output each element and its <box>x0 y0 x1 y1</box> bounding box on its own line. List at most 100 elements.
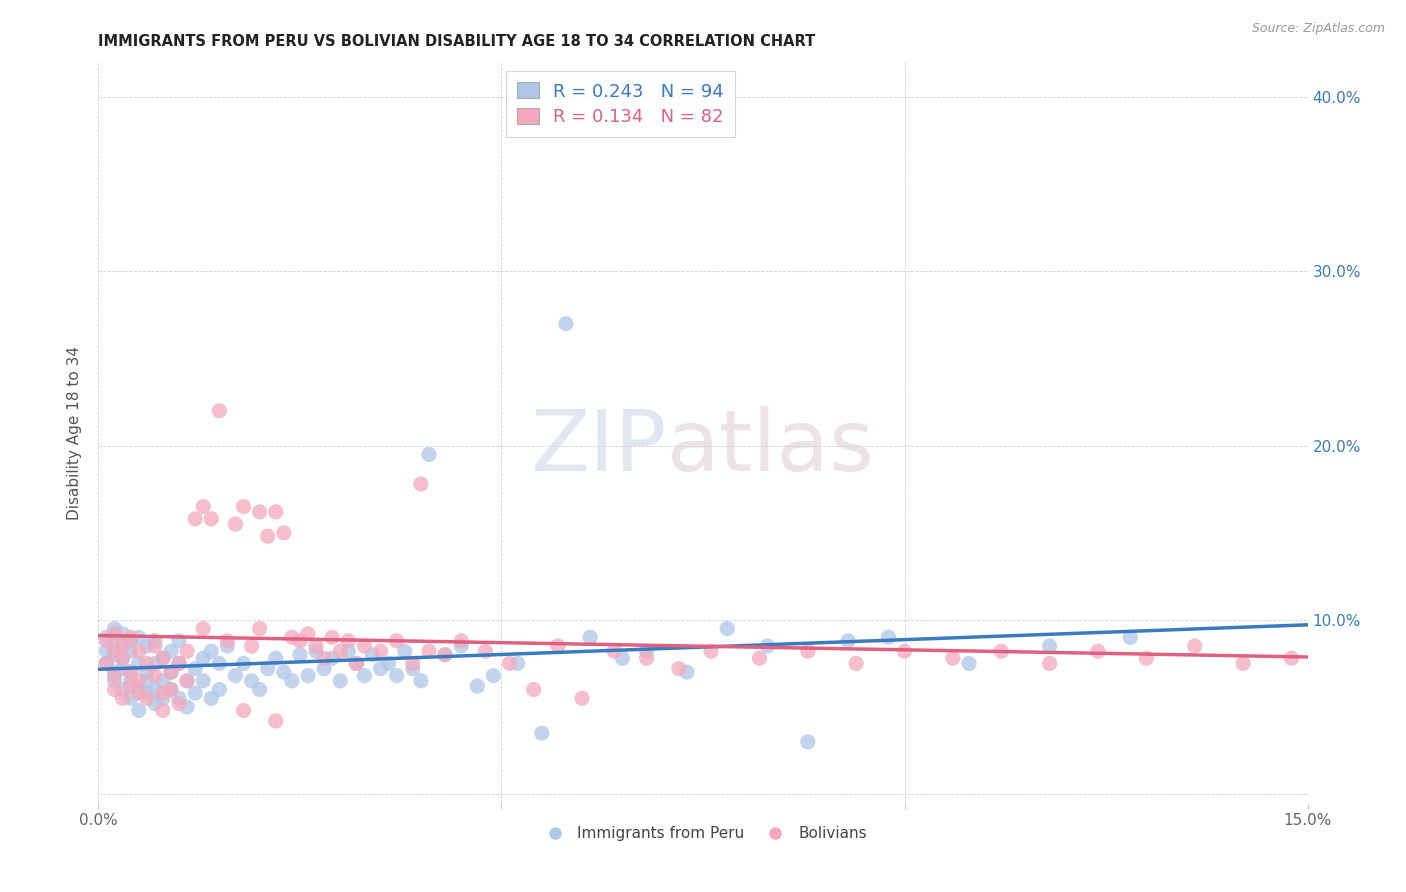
Point <box>96 633 118 648</box>
Point <box>135 691 157 706</box>
Point <box>152 703 174 717</box>
Point <box>120 665 142 680</box>
Point <box>579 630 602 644</box>
Point <box>160 665 183 680</box>
Point <box>314 651 336 665</box>
Point <box>288 648 311 662</box>
Point <box>111 662 134 676</box>
Text: ZIP: ZIP <box>530 406 666 489</box>
Point <box>176 644 198 658</box>
Point <box>167 697 190 711</box>
Point <box>668 662 690 676</box>
Point <box>418 644 440 658</box>
Point <box>344 657 367 671</box>
Point <box>845 657 868 671</box>
Point <box>103 627 125 641</box>
Point <box>249 505 271 519</box>
Point <box>135 686 157 700</box>
Point <box>128 657 150 671</box>
Point <box>111 682 134 697</box>
Point <box>208 404 231 418</box>
Point <box>143 682 166 697</box>
Point <box>957 657 980 671</box>
Point <box>152 651 174 665</box>
Point <box>1039 639 1062 653</box>
Point <box>167 691 190 706</box>
Point <box>103 644 125 658</box>
Point <box>264 714 287 728</box>
Point <box>200 644 222 658</box>
Point <box>571 691 593 706</box>
Point <box>152 691 174 706</box>
Point <box>135 639 157 653</box>
Point <box>530 726 553 740</box>
Point <box>160 682 183 697</box>
Point <box>281 673 304 688</box>
Point <box>96 644 118 658</box>
Point <box>208 682 231 697</box>
Point <box>797 735 820 749</box>
Point <box>249 682 271 697</box>
Point <box>184 512 207 526</box>
Point <box>942 651 965 665</box>
Point <box>409 477 432 491</box>
Point <box>152 651 174 665</box>
Point <box>612 651 634 665</box>
Point <box>547 639 569 653</box>
Point <box>120 665 142 680</box>
Point <box>143 668 166 682</box>
Point <box>128 686 150 700</box>
Point <box>193 651 215 665</box>
Point <box>305 644 328 658</box>
Legend: Immigrants from Peru, Bolivians: Immigrants from Peru, Bolivians <box>533 820 873 847</box>
Point <box>264 505 287 519</box>
Point <box>193 673 215 688</box>
Point <box>281 630 304 644</box>
Point <box>103 682 125 697</box>
Point <box>152 673 174 688</box>
Point <box>474 644 496 658</box>
Point <box>111 691 134 706</box>
Point <box>498 657 520 671</box>
Point <box>135 657 157 671</box>
Point <box>176 673 198 688</box>
Point <box>377 657 399 671</box>
Point <box>193 622 215 636</box>
Point <box>160 644 183 658</box>
Point <box>523 682 546 697</box>
Point <box>465 679 488 693</box>
Point <box>240 639 263 653</box>
Point <box>160 682 183 697</box>
Point <box>329 644 352 658</box>
Point <box>555 317 578 331</box>
Point <box>337 633 360 648</box>
Point <box>128 630 150 644</box>
Point <box>200 691 222 706</box>
Point <box>337 644 360 658</box>
Point <box>321 651 343 665</box>
Point <box>120 644 142 658</box>
Point <box>103 622 125 636</box>
Point <box>135 665 157 680</box>
Point <box>370 644 392 658</box>
Point <box>103 648 125 662</box>
Point <box>434 648 457 662</box>
Point <box>103 673 125 688</box>
Point <box>256 662 278 676</box>
Point <box>152 686 174 700</box>
Point <box>111 651 134 665</box>
Point <box>103 668 125 682</box>
Point <box>418 447 440 461</box>
Point <box>128 682 150 697</box>
Point <box>305 639 328 653</box>
Point <box>135 673 157 688</box>
Point <box>143 657 166 671</box>
Point <box>111 627 134 641</box>
Point <box>837 633 859 648</box>
Point <box>111 639 134 653</box>
Point <box>636 644 658 658</box>
Point <box>361 648 384 662</box>
Point <box>402 657 425 671</box>
Point <box>208 657 231 671</box>
Point <box>184 662 207 676</box>
